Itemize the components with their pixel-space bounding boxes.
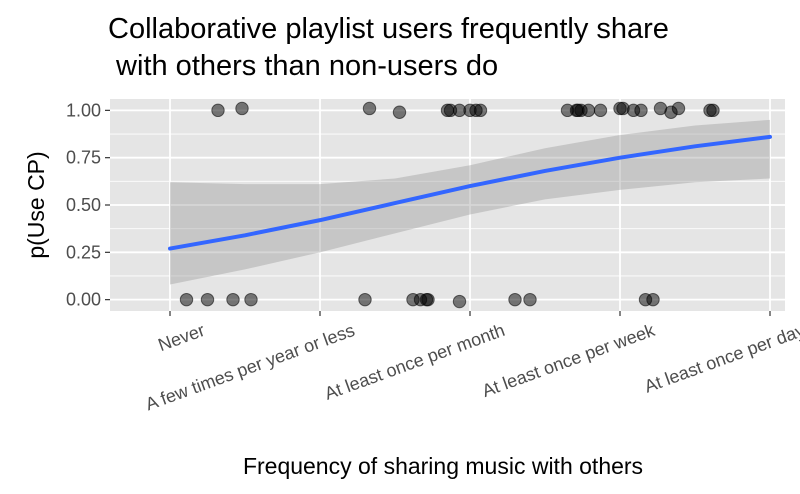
data-point [706, 103, 720, 118]
x-tick-label: At least once per day [642, 320, 800, 397]
confidence-band-layer [170, 119, 770, 285]
y-tick-label: 0.50 [66, 195, 101, 215]
data-point [508, 292, 522, 307]
x-tick-label: At least once per week [479, 320, 658, 401]
data-point [581, 103, 596, 118]
data-point [593, 103, 608, 118]
data-point [179, 292, 194, 307]
x-tick-label: Never [155, 320, 207, 355]
fit-line-layer [168, 134, 772, 251]
y-ticks-layer: 0.00 0.25 0.50 0.75 1.00 [66, 100, 110, 310]
points-layer [179, 101, 720, 309]
y-axis-label: p(Use CP) [23, 151, 49, 258]
y-tick-label: 0.00 [66, 290, 101, 310]
data-point [244, 292, 258, 307]
x-axis-label: Frequency of sharing music with others [243, 453, 643, 479]
data-point [634, 103, 648, 118]
data-point [523, 292, 537, 307]
data-point [646, 292, 660, 307]
chart-title-line-1: Collaborative playlist users frequently … [108, 13, 669, 45]
data-point [200, 292, 215, 307]
fit-line [168, 134, 772, 251]
data-point [421, 292, 435, 307]
data-point [226, 292, 240, 307]
data-point [235, 101, 249, 116]
data-point [671, 101, 686, 116]
data-point [473, 103, 488, 118]
y-tick-label: 0.75 [66, 148, 101, 168]
minor-gridlines [110, 133, 785, 277]
y-tick-label: 1.00 [66, 100, 101, 120]
confidence-band [170, 119, 770, 285]
data-point [358, 292, 372, 307]
data-point [392, 105, 407, 119]
y-tick-label: 0.25 [66, 242, 101, 262]
data-point [211, 103, 225, 118]
data-point [452, 294, 467, 309]
data-point [362, 101, 377, 116]
chart-title-line-2: with others than non-users do [108, 50, 498, 82]
